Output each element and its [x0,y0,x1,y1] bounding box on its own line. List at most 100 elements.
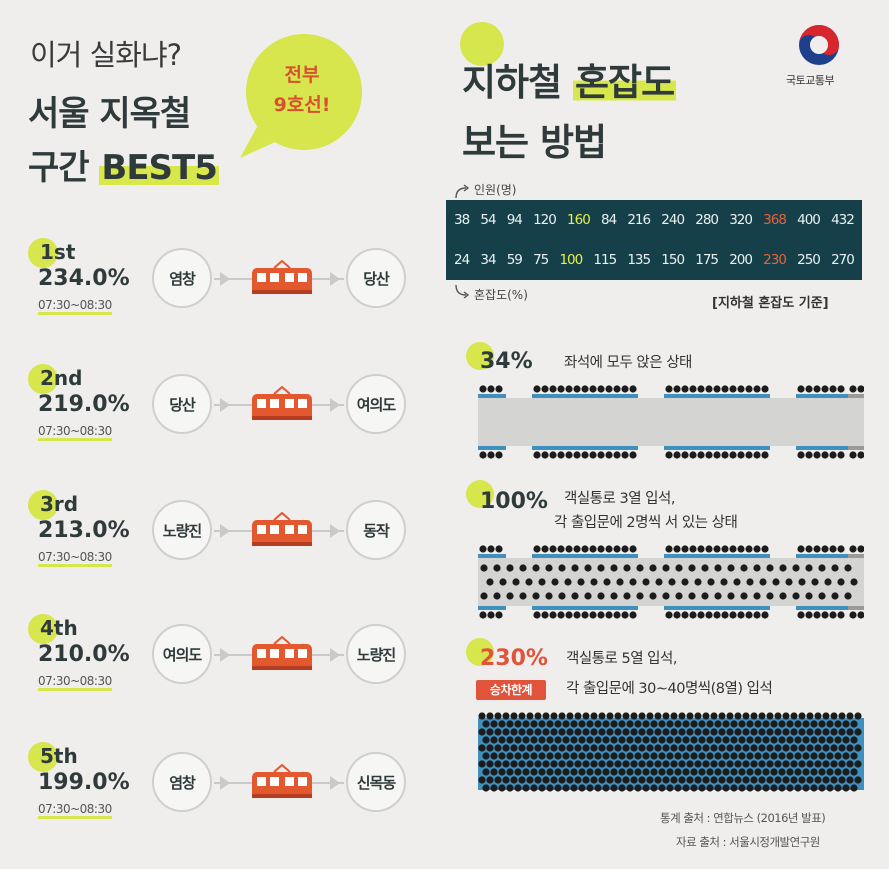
passenger-icon [602,768,610,776]
passenger-icon [830,776,838,784]
passenger-icon [838,744,846,752]
passenger-icon [522,752,530,760]
passenger-icon [730,784,738,792]
passenger-icon [554,736,562,744]
passenger-icon [750,776,758,784]
passenger-icon [714,768,722,776]
passenger-icon [487,545,495,553]
passenger-icon [614,760,622,768]
passenger-icon [745,385,753,393]
people-value: 368 [763,212,787,228]
passenger-icon [686,776,694,784]
passenger-icon [506,752,514,760]
people-value: 84 [600,212,617,228]
passenger-icon [790,712,798,720]
passenger-icon [506,768,514,776]
passenger-icon [779,564,787,572]
station-from: 염창 [152,752,212,812]
passenger-icon [797,451,805,459]
passenger-icon [686,728,694,736]
passenger-icon [690,784,698,792]
passenger-icon [642,578,650,586]
passenger-icon [493,592,501,600]
passenger-icon [558,592,566,600]
passenger-icon [557,611,565,619]
seat-bench [848,554,864,558]
passenger-icon [850,578,858,586]
passenger-icon [598,744,606,752]
passenger-icon [688,592,696,600]
rank-item: 1st 234.0% 07:30~08:30 염창 당산 [24,236,424,356]
passenger-icon [638,744,646,752]
passenger-icon [642,768,650,776]
passenger-icon [542,728,550,736]
passenger-icon [837,611,845,619]
passenger-icon [662,564,670,572]
passenger-icon [602,784,610,792]
passenger-icon [673,385,681,393]
passenger-icon [766,776,774,784]
passenger-icon [782,728,790,736]
passenger-icon [541,385,549,393]
passenger-icon [636,592,644,600]
passenger-icon [550,712,558,720]
passenger-icon [846,728,854,736]
passenger-icon [737,611,745,619]
people-value: 432 [831,212,855,228]
passenger-icon [662,592,670,600]
passenger-icon [721,611,729,619]
passenger-icon [565,385,573,393]
station-to: 여의도 [346,374,406,434]
passenger-icon [522,736,530,744]
passenger-icon [597,592,605,600]
passenger-icon [590,728,598,736]
passenger-icon [826,736,834,744]
passenger-icon [720,578,728,586]
passenger-icon [802,768,810,776]
passenger-icon [678,760,686,768]
passenger-icon [790,744,798,752]
station-from: 여의도 [152,624,212,684]
passenger-icon [770,752,778,760]
passenger-icon [666,752,674,760]
passenger-icon [562,768,570,776]
passenger-icon [670,776,678,784]
passenger-icon [834,768,842,776]
passenger-icon [630,712,638,720]
passenger-icon [630,776,638,784]
passenger-icon [638,728,646,736]
passenger-icon [758,760,766,768]
passenger-icon [733,578,741,586]
passenger-icon [570,784,578,792]
people-value: 280 [695,212,719,228]
passenger-icon [586,784,594,792]
passenger-icon [478,728,486,736]
passenger-icon [842,720,850,728]
passenger-icon [550,776,558,784]
panel-dot [466,638,494,666]
passenger-icon [565,611,573,619]
passenger-icon [806,712,814,720]
passenger-icon [806,728,814,736]
passenger-icon [482,720,490,728]
passenger-icon [566,728,574,736]
passenger-icon [502,776,510,784]
passenger-icon [726,712,734,720]
passenger-icon [654,712,662,720]
passenger-icon [590,744,598,752]
passenger-icon [690,752,698,760]
rank-time: 07:30~08:30 [38,298,112,315]
passenger-icon [665,611,673,619]
passenger-icon [713,611,721,619]
passenger-icon [826,720,834,728]
passenger-icon [622,776,630,784]
ministry-logo-text: 국토교통부 [786,74,835,87]
passenger-icon [673,451,681,459]
passenger-icon [698,720,706,728]
passenger-icon [766,744,774,752]
passenger-icon [830,744,838,752]
passenger-icon [706,768,714,776]
passenger-icon [658,784,666,792]
passenger-icon [798,744,806,752]
passenger-icon [573,545,581,553]
